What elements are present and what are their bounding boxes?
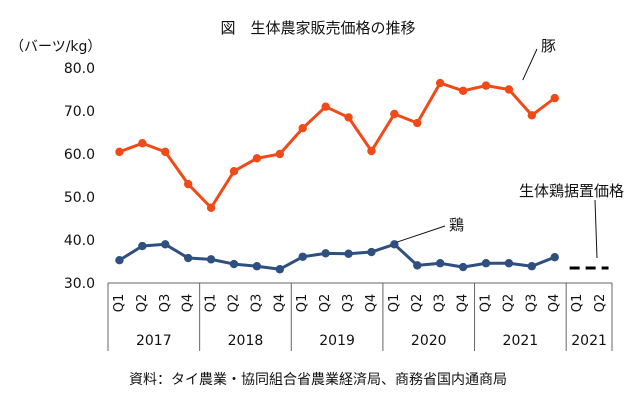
data-point-pork — [275, 149, 285, 159]
data-point-chicken — [390, 240, 399, 249]
data-point-pork — [252, 154, 262, 163]
year-label: 2021 — [571, 333, 607, 349]
chart-title: 図 生体農家販売価格の推移 — [220, 19, 415, 37]
x-tick-label: Q2 — [135, 294, 150, 313]
series-line-pork — [118, 81, 556, 210]
year-label: 2020 — [411, 333, 447, 349]
year-label: 2018 — [228, 333, 264, 349]
data-point-pork — [413, 118, 422, 128]
data-point-pork — [138, 139, 147, 148]
x-tick-label: Q1 — [570, 294, 585, 313]
year-label: 2017 — [136, 333, 172, 349]
data-point-chicken — [138, 241, 147, 251]
x-tick-label: Q2 — [227, 294, 242, 313]
y-tick-label: 40.0 — [64, 233, 95, 249]
y-tick-label: 50.0 — [64, 190, 95, 206]
data-point-chicken — [435, 259, 445, 268]
data-point-chicken — [550, 253, 559, 262]
data-point-pork — [298, 124, 307, 133]
x-tick-label: Q2 — [593, 294, 608, 313]
data-point-pork — [458, 86, 468, 95]
x-tick-label: Q4 — [181, 294, 196, 313]
data-point-chicken — [161, 240, 170, 249]
data-point-chicken — [275, 265, 285, 274]
data-point-pork — [321, 102, 330, 111]
data-point-pork — [206, 203, 216, 212]
x-tick-label: Q4 — [272, 294, 287, 313]
x-tick-label: Q4 — [456, 294, 471, 313]
data-point-pork — [115, 147, 124, 157]
data-point-chicken — [344, 249, 353, 258]
axes: 30.0 40.0 50.0 60.0 70.0 80.0 Q1 Q2 Q3 Q4 Q1 Q2 Q3 Q4… — [64, 61, 613, 351]
data-point-chicken — [367, 247, 376, 257]
x-tick-label: Q1 — [479, 294, 494, 313]
data-point-pork — [435, 78, 445, 88]
data-point-chicken — [321, 249, 330, 258]
y-tick-label: 60.0 — [64, 147, 95, 163]
data-point-chicken — [413, 261, 422, 270]
source-note: 資料：タイ農業・協同組合省農業経済局、商務省国内通商局 — [129, 372, 507, 388]
x-tick-label: Q1 — [387, 294, 402, 313]
data-point-pork — [504, 85, 514, 94]
chicken-series-label: 鶏 — [449, 216, 464, 234]
data-point-pork — [367, 146, 376, 156]
year-label: 2019 — [319, 333, 355, 349]
x-tick-label: Q1 — [112, 294, 127, 313]
x-tick-label: Q1 — [204, 294, 219, 313]
data-point-pork — [390, 109, 399, 119]
data-point-pork — [550, 93, 559, 103]
year-label: 2021 — [503, 333, 539, 349]
x-tick-label: Q3 — [158, 294, 173, 313]
x-tick-label: Q3 — [249, 294, 264, 313]
data-point-pork — [183, 179, 193, 189]
x-tick-label: Q2 — [501, 294, 516, 313]
pork-series-label: 豚 — [541, 37, 556, 55]
data-point-chicken — [252, 262, 262, 271]
data-marks: 豚鶏 生体鶏据置価格 — [115, 37, 624, 274]
y-axis-label: （バーツ/kg） — [10, 39, 101, 55]
data-point-chicken — [229, 259, 239, 269]
x-tick-label: Q1 — [295, 294, 310, 313]
frozen-price-leader-line — [594, 199, 598, 259]
data-point-chicken — [206, 255, 216, 264]
data-point-pork — [344, 113, 353, 122]
data-point-pork — [481, 81, 491, 90]
data-point-chicken — [115, 256, 124, 265]
data-point-chicken — [504, 259, 514, 268]
x-tick-label: Q4 — [364, 294, 379, 313]
y-tick-label: 30.0 — [64, 276, 95, 292]
data-point-chicken — [458, 262, 468, 272]
x-tick-label: Q2 — [410, 294, 425, 313]
x-tick-label: Q3 — [433, 294, 448, 313]
data-point-pork — [161, 147, 170, 157]
data-point-chicken — [183, 253, 193, 263]
x-tick-label: Q2 — [318, 294, 333, 313]
y-tick-label: 70.0 — [64, 104, 95, 120]
data-point-chicken — [527, 262, 537, 271]
data-point-pork — [527, 111, 537, 120]
data-point-chicken — [481, 259, 491, 268]
x-tick-label: Q3 — [341, 294, 356, 313]
y-tick-label: 80.0 — [64, 61, 95, 77]
x-tick-label: Q4 — [547, 294, 562, 313]
frozen-price-label: 生体鶏据置価格 — [519, 182, 624, 200]
x-tick-label: Q3 — [524, 294, 539, 313]
data-point-chicken — [298, 252, 307, 261]
pork-leader-line — [522, 48, 538, 81]
chicken-leader-line — [396, 225, 446, 243]
data-point-pork — [229, 167, 239, 176]
